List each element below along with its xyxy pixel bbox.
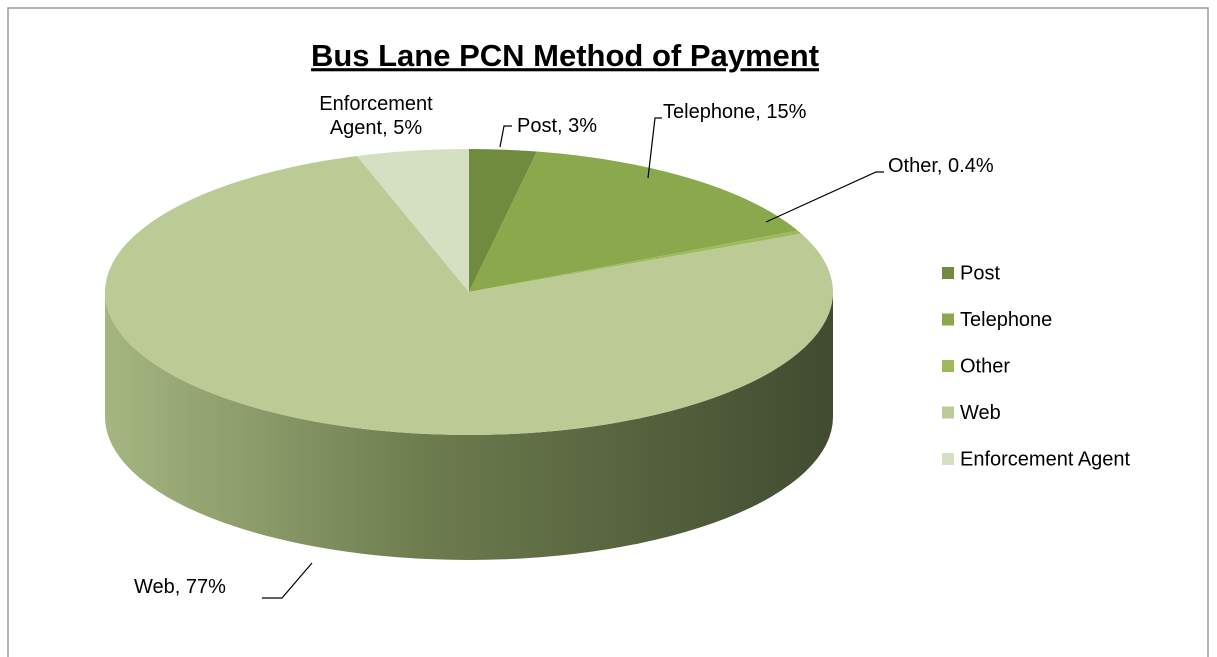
leader-lines bbox=[262, 117, 884, 599]
legend-label: Post bbox=[960, 262, 1000, 284]
pie-slice bbox=[105, 155, 834, 435]
legend-label: Web bbox=[960, 402, 1001, 424]
pie-slice bbox=[469, 230, 802, 292]
data-label: Enforcement Agent, 5% bbox=[319, 93, 433, 139]
legend-swatch bbox=[942, 313, 954, 326]
legend-swatch bbox=[942, 453, 954, 465]
pie-slice bbox=[469, 149, 537, 292]
pie-side bbox=[105, 292, 833, 560]
legend: Post Telephone Other Web Enforcement Agent bbox=[942, 262, 1131, 470]
data-label: Telephone, 15% bbox=[663, 101, 807, 123]
legend-label: Other bbox=[960, 355, 1010, 377]
legend-swatch bbox=[942, 406, 954, 419]
data-label: Post, 3% bbox=[517, 115, 598, 137]
pie-slice bbox=[469, 151, 798, 292]
chart-title: Bus Lane PCN Method of Payment bbox=[311, 38, 819, 73]
pie-slice bbox=[356, 149, 469, 292]
legend-swatch bbox=[942, 360, 954, 372]
legend-swatch bbox=[942, 267, 954, 279]
legend-label: Telephone bbox=[960, 309, 1052, 331]
legend-label: Enforcement Agent bbox=[960, 448, 1131, 470]
data-label: Other, 0.4% bbox=[888, 155, 994, 177]
data-label: Web, 77% bbox=[134, 576, 226, 598]
pie bbox=[105, 149, 834, 560]
